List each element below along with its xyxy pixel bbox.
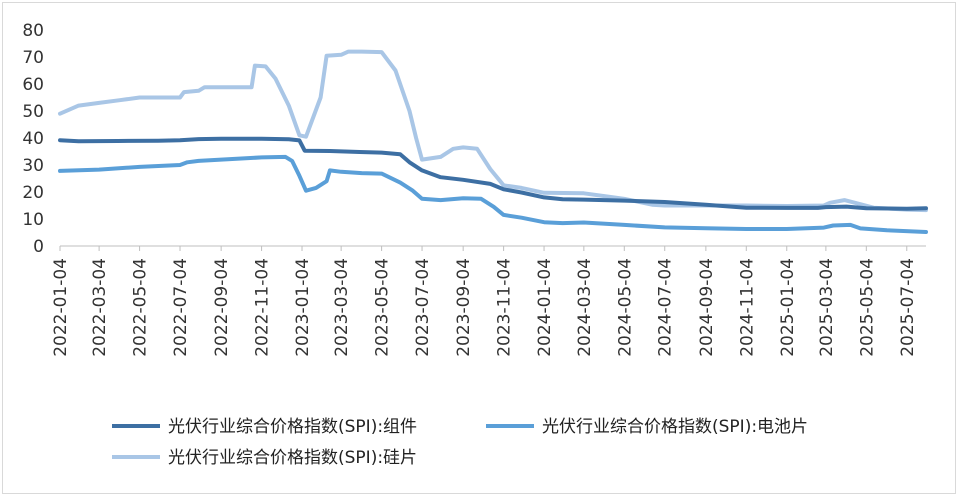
legend: 光伏行业综合价格指数(SPI):组件 光伏行业综合价格指数(SPI):电池片光伏行… <box>112 417 808 468</box>
series-line-1 <box>58 136 928 211</box>
y-tick-label: 0 <box>33 237 44 257</box>
y-tick-label: 40 <box>22 129 44 149</box>
x-tick-label: 2022-09-04 <box>212 258 232 357</box>
x-tick-label: 2022-01-04 <box>51 258 71 357</box>
x-tick-label: 2023-03-04 <box>332 258 352 357</box>
x-tick-label: 2025-07-04 <box>898 258 918 357</box>
x-tick-label: 2022-05-04 <box>131 258 151 357</box>
x-tick-label: 2022-07-04 <box>171 258 191 357</box>
x-tick-label: 2024-09-04 <box>697 258 717 357</box>
x-tick-label: 2024-07-04 <box>656 258 676 357</box>
series-line-2 <box>58 154 928 234</box>
x-tick-label: 2024-01-04 <box>535 258 555 357</box>
x-tick-label: 2024-03-04 <box>575 258 595 357</box>
x-tick-label: 2024-11-04 <box>737 258 757 357</box>
y-axis: 0 10 20 30 40 50 60 70 80 <box>22 21 44 257</box>
y-tick-label: 30 <box>22 156 44 176</box>
y-tick-label: 50 <box>22 102 44 122</box>
y-tick-label: 20 <box>22 183 44 203</box>
x-tick-label: 2024-05-04 <box>615 258 635 357</box>
y-tick-label: 60 <box>22 75 44 95</box>
x-tick-label: 2023-09-04 <box>454 258 474 357</box>
x-tick-label: 2023-05-04 <box>373 258 393 357</box>
y-tick-label: 70 <box>22 48 44 68</box>
legend-label: 光伏行业综合价格指数(SPI):硅片 <box>168 448 417 468</box>
x-tick-label: 2023-07-04 <box>413 258 433 357</box>
series-lines <box>58 49 928 234</box>
legend-label: 光伏行业综合价格指数(SPI):组件 <box>168 417 417 437</box>
x-tick-label: 2025-03-04 <box>817 258 837 357</box>
legend-label: 光伏行业综合价格指数(SPI):电池片 <box>542 417 808 437</box>
y-tick-label: 10 <box>22 210 44 230</box>
x-tick-label: 2022-03-04 <box>90 258 110 357</box>
x-tick-label: 2025-01-04 <box>778 258 798 357</box>
x-tick-label: 2025-05-04 <box>857 258 877 357</box>
x-tick-label: 2023-11-04 <box>495 258 515 357</box>
x-tick-label: 2022-11-04 <box>253 258 273 357</box>
y-tick-label: 80 <box>22 21 44 41</box>
x-axis: 2022-01-04 2022-03-04 2022-05-04 2022-07-04… <box>51 245 926 357</box>
x-tick-label: 2023-01-04 <box>293 258 313 357</box>
